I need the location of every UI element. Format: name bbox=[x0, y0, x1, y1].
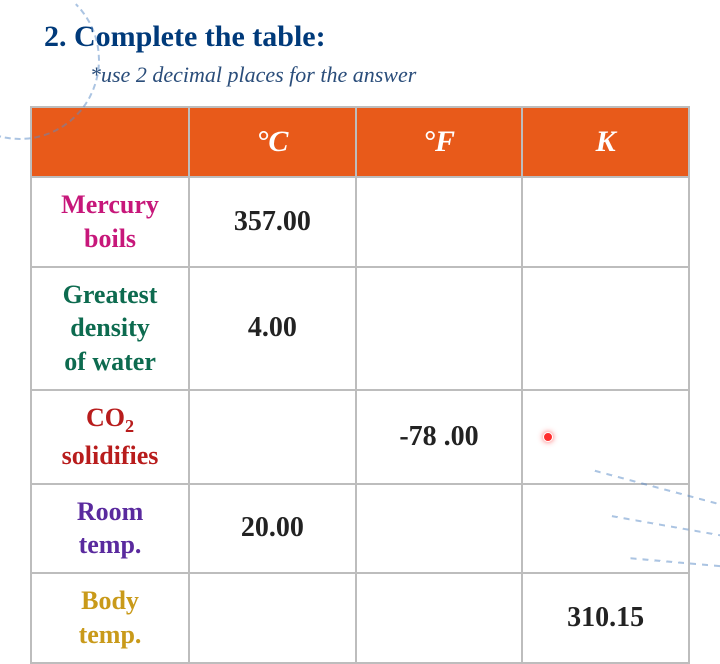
row-label-co2: CO2 solidifies bbox=[31, 390, 189, 484]
row-label-text: temp. bbox=[79, 530, 142, 559]
row-label-text: Room bbox=[77, 497, 143, 526]
header-kelvin: K bbox=[522, 107, 689, 177]
temperature-table: °C °F K Mercury boils 357.00 Greatest de… bbox=[30, 106, 690, 664]
row-label-text: of water bbox=[64, 347, 156, 376]
row-label-room: Room temp. bbox=[31, 484, 189, 574]
decorative-rays bbox=[610, 496, 720, 616]
row-label-text: Mercury bbox=[61, 190, 159, 219]
table-row: Greatest density of water 4.00 bbox=[31, 267, 689, 390]
row-label-text: boils bbox=[84, 224, 136, 253]
question-subtitle: *use 2 decimal places for the answer bbox=[30, 62, 690, 88]
question-title: 2. Complete the table: bbox=[30, 20, 690, 54]
row-label-text: Body bbox=[81, 586, 139, 615]
cell-celsius bbox=[189, 573, 356, 663]
table-row: CO2 solidifies -78 .00 bbox=[31, 390, 689, 484]
row-label-mercury: Mercury boils bbox=[31, 177, 189, 267]
row-label-text: Greatest bbox=[63, 280, 158, 309]
cell-fahrenheit bbox=[356, 177, 523, 267]
row-label-body: Body temp. bbox=[31, 573, 189, 663]
table-row: Room temp. 20.00 bbox=[31, 484, 689, 574]
table-row: Body temp. 310.15 bbox=[31, 573, 689, 663]
laser-pointer-dot bbox=[543, 432, 553, 442]
cell-celsius: 357.00 bbox=[189, 177, 356, 267]
row-label-water: Greatest density of water bbox=[31, 267, 189, 390]
cell-celsius: 4.00 bbox=[189, 267, 356, 390]
row-label-text: CO bbox=[86, 403, 125, 432]
cell-fahrenheit bbox=[356, 484, 523, 574]
cell-fahrenheit: -78 .00 bbox=[356, 390, 523, 484]
row-label-text: density bbox=[70, 313, 149, 342]
cell-kelvin bbox=[522, 177, 689, 267]
cell-kelvin bbox=[522, 390, 689, 484]
row-label-subscript: 2 bbox=[125, 416, 134, 436]
cell-fahrenheit bbox=[356, 267, 523, 390]
header-celsius: °C bbox=[189, 107, 356, 177]
cell-celsius: 20.00 bbox=[189, 484, 356, 574]
cell-fahrenheit bbox=[356, 573, 523, 663]
cell-celsius bbox=[189, 390, 356, 484]
table-row: Mercury boils 357.00 bbox=[31, 177, 689, 267]
cell-kelvin bbox=[522, 267, 689, 390]
row-label-text: solidifies bbox=[62, 441, 159, 470]
row-label-text: temp. bbox=[79, 620, 142, 649]
header-fahrenheit: °F bbox=[356, 107, 523, 177]
table-header-row: °C °F K bbox=[31, 107, 689, 177]
